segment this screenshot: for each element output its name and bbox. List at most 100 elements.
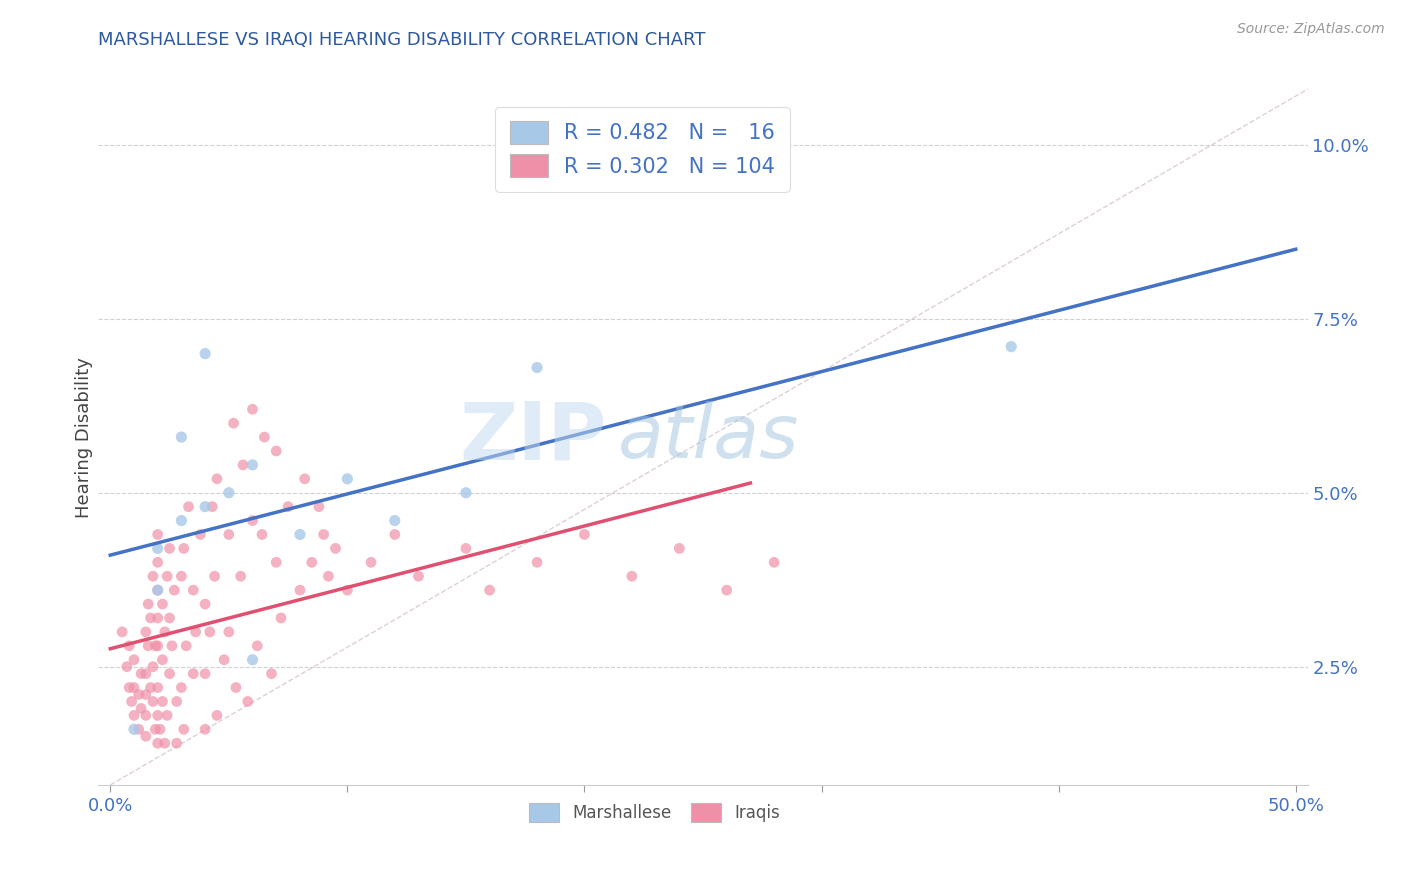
Point	[153, 736, 176, 750]
Point	[336, 472, 359, 486]
Point	[194, 723, 217, 737]
Point	[174, 639, 197, 653]
Point	[135, 624, 157, 639]
Point	[146, 527, 169, 541]
Point	[166, 736, 188, 750]
Point	[139, 681, 162, 695]
Point	[194, 346, 217, 360]
Point	[136, 597, 159, 611]
Point	[204, 569, 226, 583]
Point	[288, 527, 311, 541]
Point	[146, 583, 169, 598]
Point	[242, 402, 264, 417]
Point	[156, 569, 179, 583]
Point	[146, 681, 169, 695]
Point	[620, 569, 643, 583]
Point	[246, 639, 269, 653]
Point	[152, 597, 174, 611]
Text: atlas: atlas	[619, 401, 800, 473]
Point	[301, 555, 323, 569]
Point	[325, 541, 347, 556]
Point	[135, 708, 157, 723]
Point	[146, 541, 169, 556]
Point	[232, 458, 254, 472]
Point	[173, 723, 195, 737]
Point	[146, 639, 169, 653]
Point	[135, 729, 157, 743]
Point	[156, 708, 179, 723]
Point	[159, 666, 181, 681]
Point	[135, 688, 157, 702]
Point	[146, 736, 169, 750]
Point	[118, 681, 141, 695]
Point	[218, 527, 240, 541]
Point	[236, 694, 259, 708]
Point	[194, 666, 217, 681]
Point	[222, 416, 245, 430]
Point	[135, 666, 157, 681]
Point	[408, 569, 430, 583]
Point	[190, 527, 212, 541]
Point	[142, 694, 165, 708]
Point	[122, 681, 145, 695]
Point	[242, 653, 264, 667]
Y-axis label: Hearing Disability: Hearing Disability	[75, 357, 93, 517]
Point	[336, 583, 359, 598]
Point	[198, 624, 221, 639]
Point	[149, 723, 172, 737]
Point	[122, 653, 145, 667]
Point	[166, 694, 188, 708]
Point	[184, 624, 207, 639]
Point	[129, 701, 152, 715]
Point	[384, 514, 406, 528]
Point	[205, 708, 228, 723]
Point	[260, 666, 283, 681]
Point	[170, 514, 193, 528]
Point	[201, 500, 224, 514]
Point	[159, 611, 181, 625]
Point	[173, 541, 195, 556]
Point	[139, 611, 162, 625]
Point	[194, 597, 217, 611]
Point	[360, 555, 382, 569]
Point	[143, 639, 166, 653]
Point	[242, 458, 264, 472]
Point	[146, 611, 169, 625]
Point	[142, 569, 165, 583]
Text: MARSHALLESE VS IRAQI HEARING DISABILITY CORRELATION CHART: MARSHALLESE VS IRAQI HEARING DISABILITY …	[98, 31, 706, 49]
Point	[763, 555, 786, 569]
Point	[454, 485, 477, 500]
Point	[229, 569, 252, 583]
Point	[526, 555, 548, 569]
Point	[152, 653, 174, 667]
Point	[129, 666, 152, 681]
Point	[288, 583, 311, 598]
Text: ZIP: ZIP	[458, 398, 606, 476]
Point	[308, 500, 330, 514]
Point	[526, 360, 548, 375]
Point	[111, 624, 134, 639]
Point	[122, 708, 145, 723]
Point	[136, 639, 159, 653]
Point	[163, 583, 186, 598]
Point	[153, 624, 176, 639]
Point	[250, 527, 273, 541]
Point	[194, 500, 217, 514]
Point	[146, 555, 169, 569]
Point	[253, 430, 276, 444]
Point	[212, 653, 235, 667]
Point	[181, 583, 204, 598]
Point	[225, 681, 247, 695]
Point	[716, 583, 738, 598]
Point	[170, 569, 193, 583]
Point	[312, 527, 335, 541]
Point	[242, 514, 264, 528]
Point	[294, 472, 316, 486]
Point	[318, 569, 340, 583]
Point	[142, 659, 165, 673]
Point	[121, 694, 143, 708]
Point	[384, 527, 406, 541]
Point	[143, 723, 166, 737]
Point	[146, 708, 169, 723]
Point	[264, 444, 287, 458]
